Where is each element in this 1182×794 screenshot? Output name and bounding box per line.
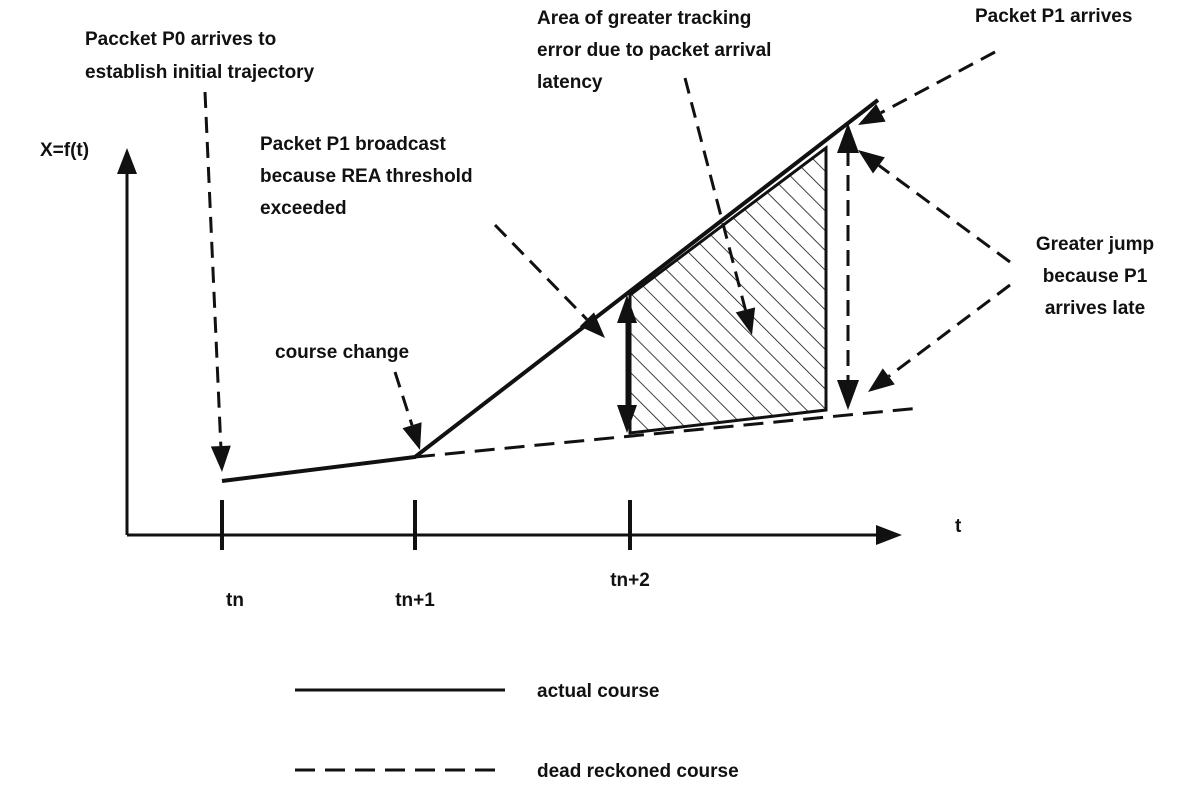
legend-label: actual course (537, 681, 660, 702)
y-axis-label: X=f(t) (40, 140, 89, 161)
dead-reckoned-course (414, 406, 921, 459)
arrowhead (735, 307, 756, 335)
arrowhead (617, 295, 637, 323)
arrowhead (579, 312, 605, 338)
dashed-arrow (393, 371, 414, 426)
annotation: arrives late (1045, 298, 1145, 319)
annotation: Packet P1 arrives (975, 6, 1132, 27)
annotation: Area of greater tracking (537, 8, 751, 29)
dashed-arrow (878, 164, 1011, 264)
legend-label: dead reckoned course (537, 761, 739, 782)
annotation: because REA threshold (260, 166, 473, 187)
x-axis-label: t (955, 516, 962, 537)
arrowhead (876, 525, 902, 545)
arrowhead (210, 445, 231, 472)
annotation: course change (275, 342, 409, 363)
arrowhead (117, 148, 137, 174)
arrowhead (858, 103, 886, 125)
dashed-arrow (683, 77, 747, 311)
annotation: Greater jump (1036, 234, 1154, 255)
annotation: exceeded (260, 198, 347, 219)
dashed-arrow (203, 91, 223, 447)
arrowhead (868, 368, 895, 392)
tick-label: tn (226, 590, 244, 611)
annotation: because P1 (1043, 266, 1148, 287)
annotation: Paccket P0 arrives to (85, 29, 276, 50)
arrowhead (858, 150, 885, 174)
annotation: establish initial trajectory (85, 62, 315, 83)
dashed-arrow (880, 50, 996, 115)
tick-label: tn+2 (610, 570, 650, 591)
arrowhead (402, 422, 422, 450)
annotation: error due to packet arrival (537, 40, 771, 61)
error-area (628, 145, 828, 435)
arrowhead (617, 405, 637, 433)
dashed-arrow (887, 283, 1011, 378)
tick-label: tn+1 (395, 590, 435, 611)
shapes (117, 50, 1011, 550)
dashed-arrow (493, 223, 588, 321)
arrowhead (837, 123, 859, 153)
annotation: latency (537, 72, 603, 93)
arrowhead (837, 380, 859, 410)
annotation: Packet P1 broadcast (260, 134, 447, 155)
